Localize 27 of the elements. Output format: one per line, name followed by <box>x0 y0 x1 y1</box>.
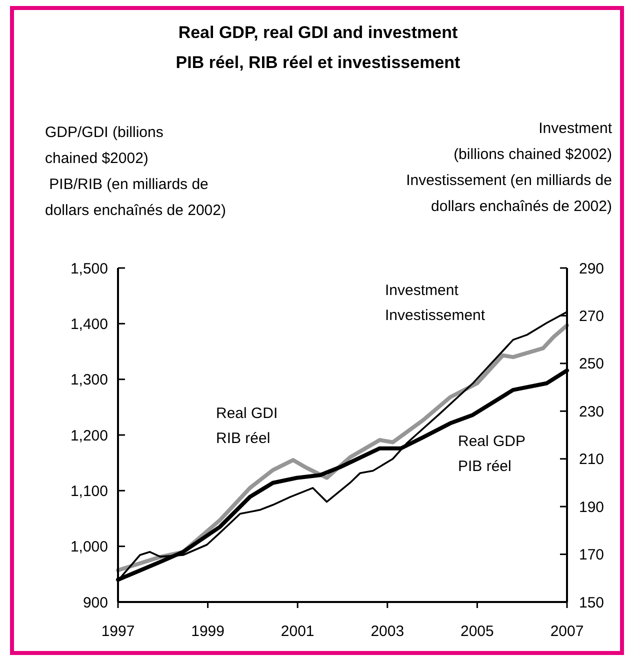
y-tick-label: 1,000 <box>70 538 108 556</box>
y2-tick-label: 210 <box>579 451 604 468</box>
x-tick-label: 2005 <box>460 623 494 640</box>
y2-tick-label: 190 <box>579 498 604 516</box>
y2-tick-label: 170 <box>579 546 604 564</box>
y2-tick-label: 250 <box>579 356 604 373</box>
series-label: Real GDP PIB réel <box>458 433 526 475</box>
text: Investment Investissement <box>385 282 486 324</box>
x-tick-label: 2003 <box>370 623 404 640</box>
y2-tick-label: 290 <box>579 260 604 278</box>
y-tick-label: 1,200 <box>70 427 108 444</box>
y-axis-title: GDP/GDI (billions chained $2002) PIB/RIB (en milliards de dollars enchaînés de 2002) <box>45 124 226 219</box>
x-tick-label: 2007 <box>550 623 584 640</box>
x-tick-label: 2001 <box>280 623 314 640</box>
x-tick-label: 1997 <box>101 623 135 640</box>
y2-axis-title: Investment (billions chained $2002) Investissement (en milliards de dollars enchaînés de 2002) <box>406 120 613 215</box>
y2-tick-label: 150 <box>579 594 604 612</box>
series-label: Real GDI RIB réel <box>216 405 278 447</box>
x-tick-label: 1999 <box>191 623 224 640</box>
y-tick-label: 1,100 <box>70 482 108 500</box>
y-tick-label: 1,300 <box>70 372 108 389</box>
y-tick-label: 900 <box>82 594 108 612</box>
y-tick-label: 1,500 <box>70 260 108 278</box>
chart-title: Real GDP, real GDI and investment PIB réel, RIB réel et investissement <box>176 23 461 72</box>
y-tick-label: 1,400 <box>70 316 108 333</box>
y2-tick-label: 270 <box>579 308 604 325</box>
y2-tick-label: 230 <box>579 403 604 420</box>
